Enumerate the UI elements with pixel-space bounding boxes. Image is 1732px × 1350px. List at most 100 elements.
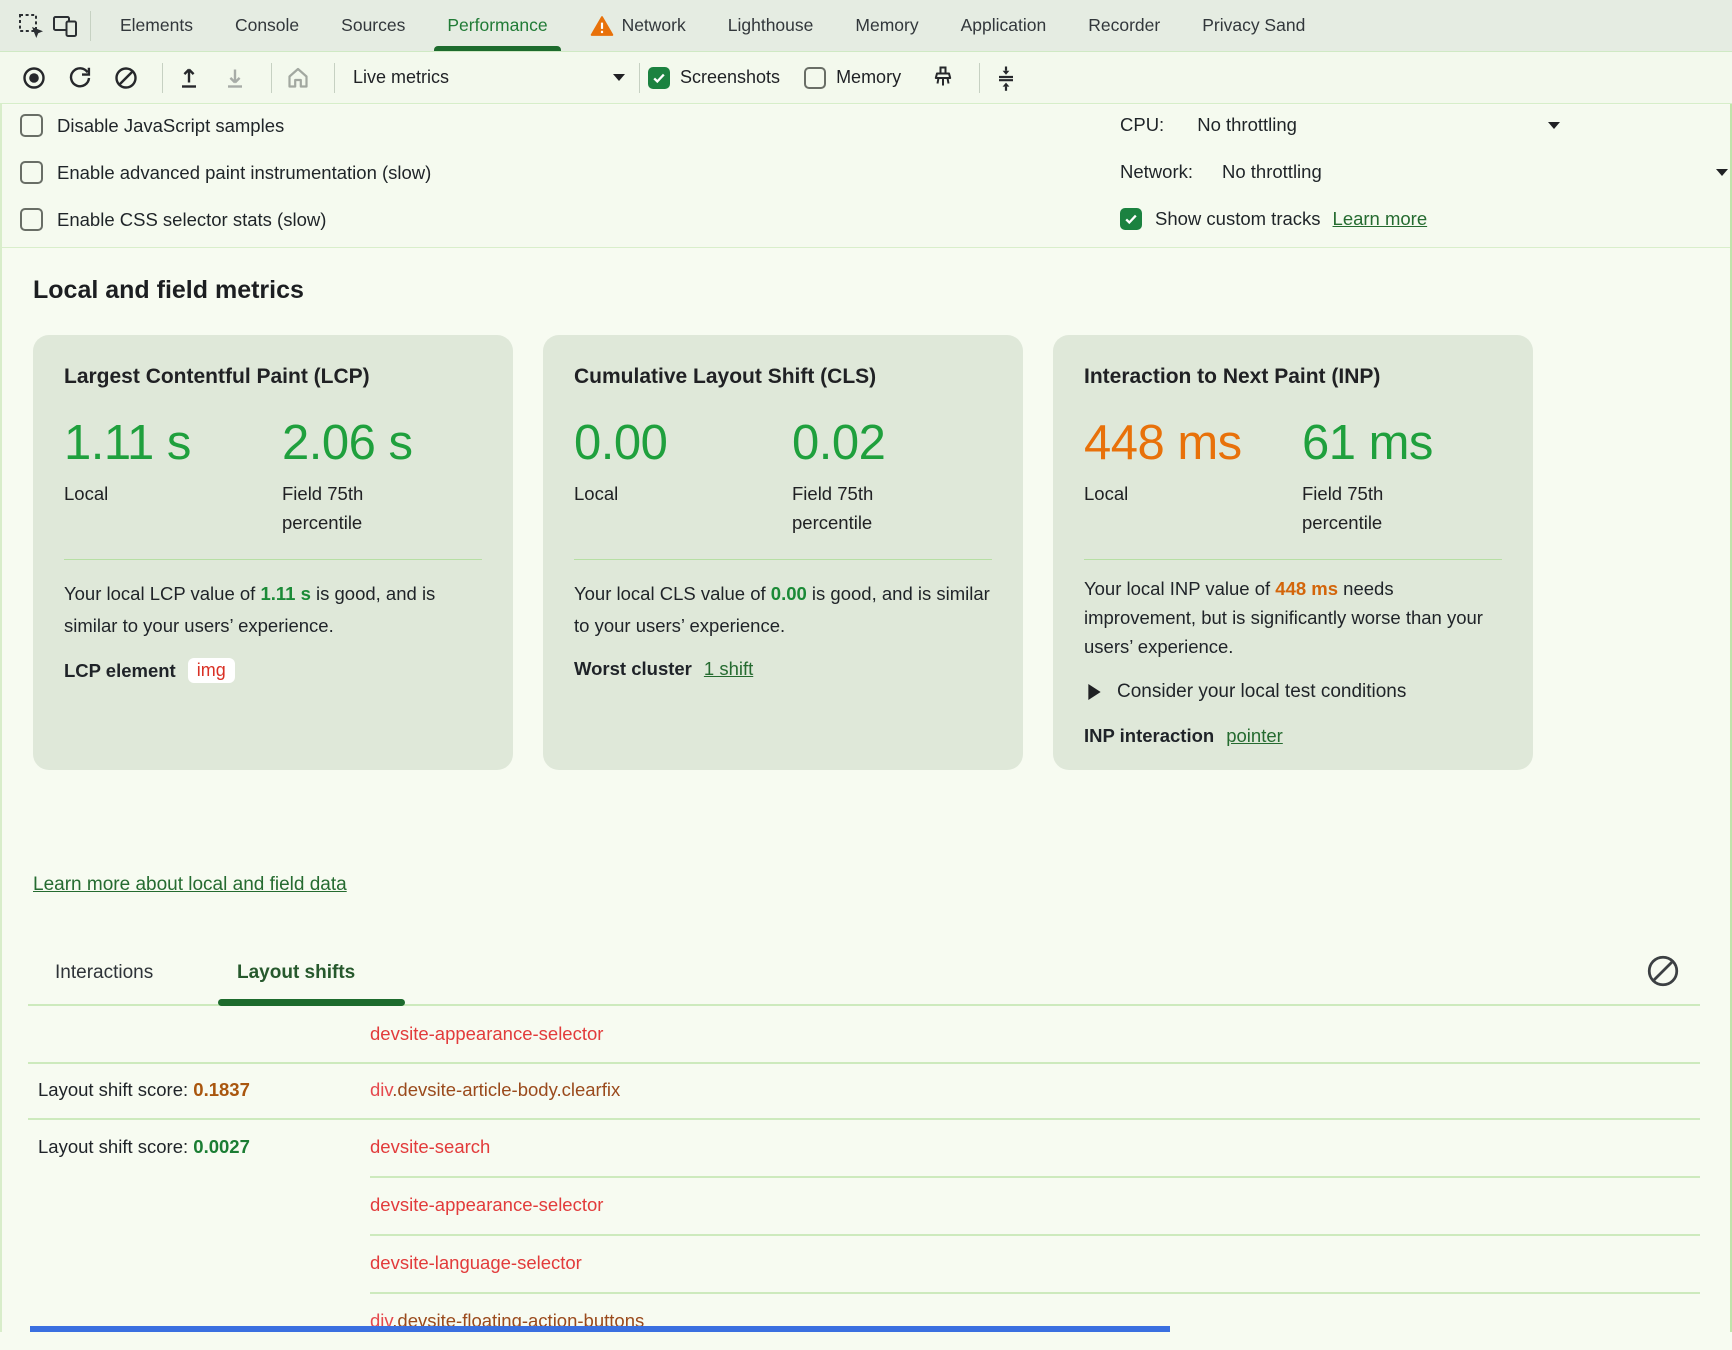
collapse-sections-icon[interactable] <box>988 60 1024 96</box>
inp-local-value: 448 ms <box>1084 416 1242 470</box>
lcp-description: Your local LCP value of 1.11 s is good, … <box>64 583 436 636</box>
table-row: div.devsite-floating-action-buttons <box>0 1292 1700 1350</box>
table-row: Layout shift score: 0.1837 div.devsite-a… <box>0 1062 1700 1118</box>
row-divider <box>28 1118 1700 1120</box>
lcp-field-value: 2.06 s <box>282 416 413 470</box>
table-row: devsite-language-selector <box>0 1234 1700 1292</box>
cpu-throttling-select[interactable]: No throttling <box>1197 114 1297 135</box>
cls-desc-value: 0.00 <box>770 583 807 604</box>
inp-description: Your local INP value of 448 ms needs imp… <box>1084 578 1483 657</box>
devtools-tab-bar: Elements Console Sources Performance Net… <box>0 0 1732 52</box>
lcp-element-node-link[interactable]: img <box>187 658 235 683</box>
chevron-down-icon[interactable] <box>1548 121 1560 129</box>
lcp-card: Largest Contentful Paint (LCP) 1.11 s Lo… <box>33 335 513 770</box>
memory-label[interactable]: Memory <box>836 67 902 87</box>
tab-interactions[interactable]: Interactions <box>55 962 154 983</box>
download-profile-icon[interactable] <box>217 60 253 96</box>
inp-field-value: 61 ms <box>1302 416 1433 470</box>
css-selector-stats-label[interactable]: Enable CSS selector stats (slow) <box>57 208 327 230</box>
node-link[interactable]: devsite-search <box>370 1136 491 1157</box>
profile-select[interactable]: Live metrics <box>353 67 625 88</box>
screenshots-label[interactable]: Screenshots <box>680 67 781 87</box>
tab-sources[interactable]: Sources <box>341 15 406 35</box>
worst-cluster-link[interactable]: 1 shift <box>703 658 754 679</box>
node-link[interactable]: devsite-language-selector <box>370 1252 582 1273</box>
tab-recorder[interactable]: Recorder <box>1088 15 1161 35</box>
clear-log-icon[interactable] <box>1645 953 1681 989</box>
chevron-down-icon[interactable] <box>1716 168 1728 176</box>
local-test-conditions-label: Consider your local test conditions <box>1117 681 1407 702</box>
css-selector-stats-checkbox[interactable] <box>20 208 43 231</box>
tab-performance[interactable]: Performance <box>426 0 568 51</box>
capture-settings: Disable JavaScript samples Enable advanc… <box>0 105 1732 247</box>
inp-field-label: Field 75th percentile <box>1302 483 1384 533</box>
tab-privacy-sandbox[interactable]: Privacy Sand <box>1202 15 1306 35</box>
advanced-paint-label[interactable]: Enable advanced paint instrumentation (s… <box>57 161 432 183</box>
node-link[interactable]: div.devsite-floating-action-buttons <box>370 1310 645 1331</box>
row-divider <box>28 1062 1700 1064</box>
inp-card: Interaction to Next Paint (INP) 448 ms L… <box>1053 335 1533 770</box>
toolbar-divider <box>271 62 272 93</box>
row-divider <box>370 1292 1700 1294</box>
memory-checkbox[interactable] <box>804 66 827 89</box>
lcp-local-label: Local <box>64 483 109 504</box>
upload-profile-icon[interactable] <box>171 60 207 96</box>
inspect-element-icon[interactable] <box>14 9 48 43</box>
custom-tracks-checkbox[interactable] <box>1120 208 1142 230</box>
disable-js-samples-label[interactable]: Disable JavaScript samples <box>57 114 285 136</box>
performance-toolbar: Live metrics Screenshots Memory <box>0 52 1732 104</box>
node-link[interactable]: devsite-appearance-selector <box>370 1023 604 1044</box>
table-row: devsite-appearance-selector <box>0 1176 1700 1234</box>
cls-field-value: 0.02 <box>792 416 886 470</box>
tab-elements[interactable]: Elements <box>120 15 193 35</box>
inp-interaction-label: INP interaction <box>1084 725 1215 746</box>
custom-tracks-learn-more-link[interactable]: Learn more <box>1332 208 1428 229</box>
clear-button[interactable] <box>108 60 144 96</box>
advanced-paint-checkbox[interactable] <box>20 161 43 184</box>
reload-record-button[interactable] <box>62 60 98 96</box>
tab-memory[interactable]: Memory <box>855 15 919 35</box>
toolbar-divider <box>639 62 640 93</box>
advanced-paint-row: Enable advanced paint instrumentation (s… <box>20 161 431 184</box>
card-divider <box>574 559 992 560</box>
home-icon[interactable] <box>280 60 316 96</box>
cls-local-value: 0.00 <box>574 416 668 470</box>
table-row: Layout shift score: 0.0027 devsite-searc… <box>0 1118 1700 1176</box>
tab-network[interactable]: Network <box>569 0 707 51</box>
tab-application[interactable]: Application <box>960 15 1047 35</box>
network-throttling-select[interactable]: No throttling <box>1222 161 1322 182</box>
node-link[interactable]: devsite-appearance-selector <box>370 1194 604 1215</box>
worst-cluster-label: Worst cluster <box>574 658 692 679</box>
inp-title: Interaction to Next Paint (INP) <box>1084 365 1381 388</box>
triangle-right-icon <box>1088 684 1101 700</box>
card-divider <box>1084 559 1502 560</box>
network-throttling-row: Network: No throttling <box>1120 161 1728 183</box>
card-divider <box>64 559 482 560</box>
tab-network-label: Network <box>621 15 686 35</box>
lcp-desc-value: 1.11 s <box>260 583 311 604</box>
lcp-element-label: LCP element <box>64 659 176 681</box>
log-tabs-divider <box>28 1004 1700 1006</box>
toolbar-divider <box>90 10 91 41</box>
local-test-conditions-expander[interactable]: Consider your local test conditions <box>1084 681 1502 703</box>
node-link[interactable]: div.devsite-article-body.clearfix <box>370 1079 621 1100</box>
device-toolbar-icon[interactable] <box>48 9 82 43</box>
record-button[interactable] <box>16 60 52 96</box>
inp-interaction-link[interactable]: pointer <box>1226 725 1283 746</box>
learn-more-field-data-link[interactable]: Learn more about local and field data <box>33 874 347 895</box>
panel-tabs: Elements Console Sources Performance Net… <box>99 0 1326 51</box>
css-selector-stats-row: Enable CSS selector stats (slow) <box>20 208 326 231</box>
tab-console[interactable]: Console <box>234 15 300 35</box>
toolbar-divider <box>979 62 981 93</box>
screenshots-checkbox[interactable] <box>648 66 670 89</box>
disable-js-samples-checkbox[interactable] <box>20 114 43 137</box>
custom-tracks-label[interactable]: Show custom tracks <box>1155 208 1321 229</box>
network-label: Network: <box>1120 161 1193 182</box>
cls-card: Cumulative Layout Shift (CLS) 0.00 Local… <box>543 335 1023 770</box>
score-value: 0.0027 <box>193 1136 250 1157</box>
lcp-title: Largest Contentful Paint (LCP) <box>64 365 370 388</box>
tab-layout-shifts[interactable]: Layout shifts <box>237 962 356 983</box>
tab-lighthouse[interactable]: Lighthouse <box>727 15 814 35</box>
gc-brush-icon[interactable] <box>925 60 961 96</box>
lcp-field-label: Field 75th percentile <box>282 483 364 533</box>
